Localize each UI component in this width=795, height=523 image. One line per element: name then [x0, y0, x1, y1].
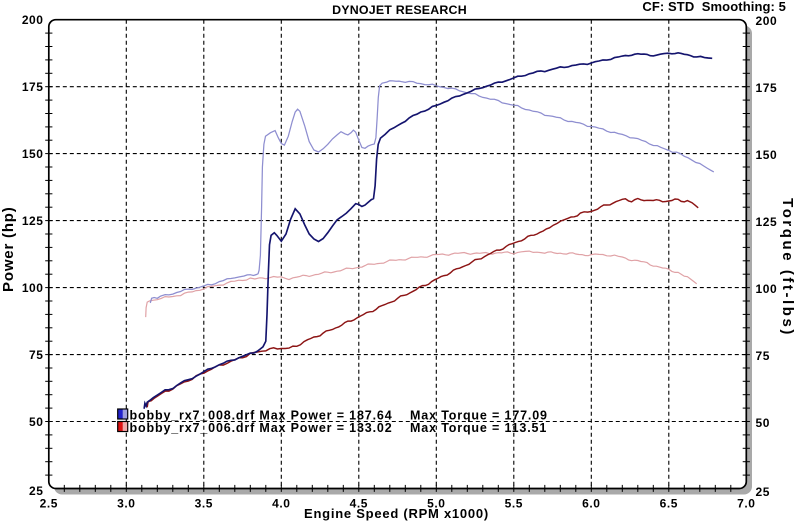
svg-text:CF: STD Smoothing: 5: CF: STD Smoothing: 5	[642, 0, 786, 14]
svg-text:150: 150	[756, 148, 778, 162]
svg-text:4.0: 4.0	[272, 497, 290, 511]
svg-text:25: 25	[756, 485, 770, 499]
svg-text:Torque (ft-lbs): Torque (ft-lbs)	[779, 198, 795, 337]
svg-text:175: 175	[22, 80, 44, 94]
svg-text:50: 50	[29, 415, 43, 429]
svg-text:25: 25	[29, 484, 43, 498]
svg-text:100: 100	[756, 282, 778, 296]
svg-text:200: 200	[22, 13, 44, 27]
svg-text:100: 100	[22, 281, 44, 295]
svg-text:3.5: 3.5	[195, 497, 213, 511]
svg-text:125: 125	[756, 215, 778, 229]
svg-text:50: 50	[756, 416, 770, 430]
svg-text:5.0: 5.0	[427, 497, 445, 511]
svg-text:6.0: 6.0	[582, 497, 600, 511]
svg-text:75: 75	[756, 349, 770, 363]
svg-text:bobby_rx7_006.drf Max Power =: bobby_rx7_006.drf Max Power = 133.02	[130, 421, 393, 435]
svg-text:Engine Speed (RPM x1000): Engine Speed (RPM x1000)	[304, 506, 489, 521]
svg-text:6.5: 6.5	[660, 497, 678, 511]
svg-text:7.0: 7.0	[737, 497, 755, 511]
svg-text:75: 75	[29, 348, 43, 362]
svg-text:DYNOJET RESEARCH: DYNOJET RESEARCH	[332, 3, 467, 17]
svg-text:200: 200	[756, 14, 778, 28]
svg-text:3.0: 3.0	[117, 497, 135, 511]
svg-text:2.5: 2.5	[40, 497, 58, 511]
svg-text:150: 150	[22, 147, 44, 161]
svg-text:175: 175	[756, 81, 778, 95]
svg-text:125: 125	[22, 214, 44, 228]
svg-text:bobby_rx7_008.drf Max Power =: bobby_rx7_008.drf Max Power = 187.64	[130, 409, 393, 423]
svg-text:Power (hp): Power (hp)	[0, 206, 17, 292]
svg-text:Max Torque = 113.51: Max Torque = 113.51	[410, 421, 547, 435]
svg-text:4.5: 4.5	[350, 497, 368, 511]
svg-text:5.5: 5.5	[505, 497, 523, 511]
svg-text:Max Torque = 177.09: Max Torque = 177.09	[410, 409, 548, 423]
